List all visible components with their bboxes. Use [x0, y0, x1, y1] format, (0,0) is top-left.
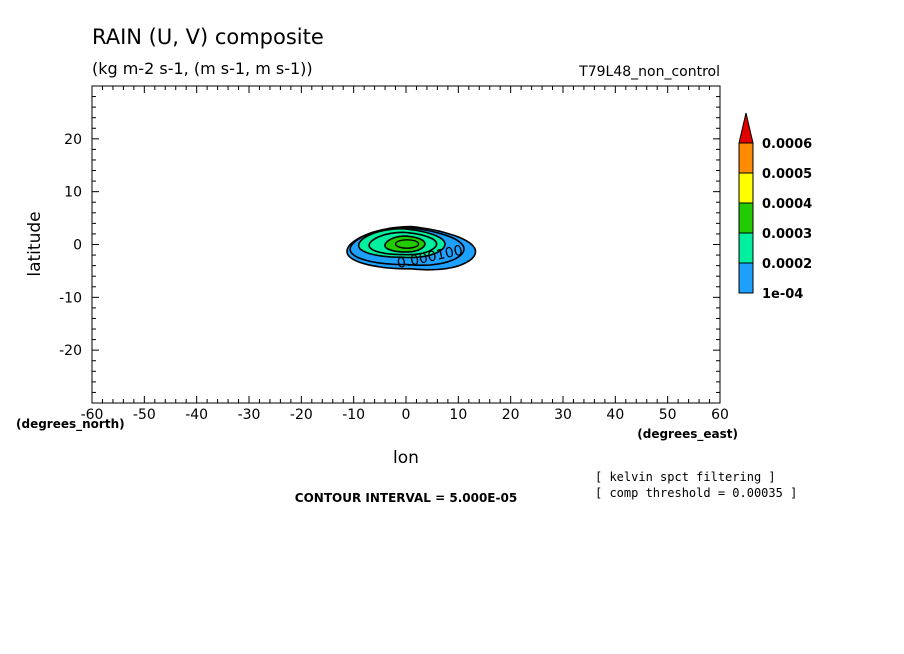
colorbar-swatch: [738, 202, 754, 234]
colorbar-swatch: [738, 142, 754, 174]
colorbar-label: 0.0002: [762, 257, 812, 272]
x-tick-label: 0: [402, 407, 411, 423]
x-tick-label: -40: [185, 407, 208, 423]
contour-line-2: [357, 227, 446, 259]
y-tick-label: 10: [64, 185, 82, 201]
contour-interval: CONTOUR INTERVAL = 5.000E-05: [295, 491, 517, 505]
y-tick-label: 0: [73, 238, 82, 254]
chart-subtitle: (kg m-2 s-1, (m s-1, m s-1)): [92, 59, 313, 78]
x-tick-label: 50: [659, 407, 677, 423]
y-axis-label: latitude: [25, 211, 45, 276]
colorbar-label: 1e-04: [762, 287, 803, 302]
contour-line-4: [384, 235, 426, 253]
x-axis-label: lon: [393, 448, 419, 468]
contour-line-0: [346, 225, 477, 271]
x-tick-label: -20: [290, 407, 313, 423]
x-tick-label: 30: [554, 407, 572, 423]
x-tick-label: -60: [81, 407, 104, 423]
axis-ticks: [91, 85, 721, 404]
x-tick-labels: -60 -50 -40 -30 -20 -10 0 10 20 30 40 50 60: [81, 407, 729, 423]
run-label: T79L48_non_control: [578, 64, 720, 80]
colorbar-label: 0.0006: [762, 137, 812, 152]
colorbar-swatch: [738, 262, 754, 294]
contour-fill-4: [384, 236, 425, 252]
x-tick-label: -10: [342, 407, 365, 423]
colorbar: 0.0006 0.0005 0.0004 0.0003 0.0002 1e-04: [738, 112, 812, 302]
contour-line-3: [368, 231, 438, 256]
y-tick-label: -20: [59, 343, 82, 359]
y-tick-label: 20: [64, 132, 82, 148]
x-tick-label: 60: [711, 407, 729, 423]
colorbar-swatch: [738, 232, 754, 264]
chart-title: RAIN (U, V) composite: [92, 25, 324, 49]
contour-line-1: [349, 226, 465, 267]
colorbar-swatch: [738, 172, 754, 204]
colorbar-label: 0.0005: [762, 167, 812, 182]
x-tick-label: -30: [238, 407, 261, 423]
colorbar-label: 0.0004: [762, 197, 812, 212]
y-tick-label: -10: [59, 290, 82, 306]
colorbar-extend-triangle: [738, 112, 754, 144]
y-axis-unit: (degrees_north): [16, 417, 125, 432]
y-tick-labels: 20 10 0 -10 -20: [59, 132, 82, 359]
colorbar-label: 0.0003: [762, 227, 812, 242]
note-threshold: [ comp threshold = 0.00035 ]: [595, 486, 797, 500]
x-tick-label: 20: [502, 407, 520, 423]
x-axis-unit: (degrees_east): [637, 427, 738, 442]
contour-line-inner: [394, 239, 420, 249]
x-tick-label: -50: [133, 407, 156, 423]
x-tick-label: 40: [606, 407, 624, 423]
note-filtering: [ kelvin spct filtering ]: [595, 470, 776, 484]
x-tick-label: 10: [449, 407, 467, 423]
contour-lines: [346, 225, 477, 271]
